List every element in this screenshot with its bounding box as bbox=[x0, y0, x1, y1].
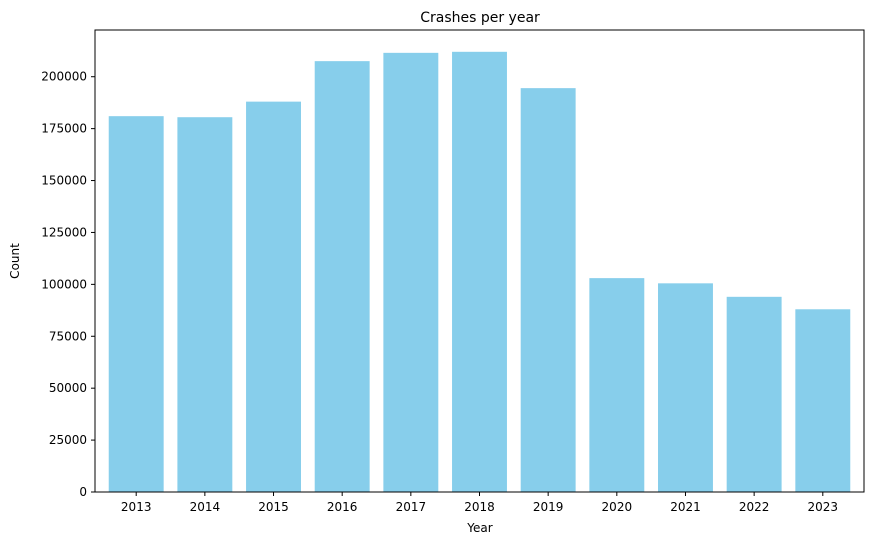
bar-2019 bbox=[520, 88, 576, 492]
x-tick-label: 2015 bbox=[258, 500, 289, 514]
bar-2014 bbox=[177, 117, 233, 493]
x-tick-label: 2023 bbox=[808, 500, 839, 514]
y-axis-label: Count bbox=[8, 243, 22, 279]
x-tick-label: 2014 bbox=[190, 500, 221, 514]
bar-2017 bbox=[383, 52, 439, 492]
bar-2016 bbox=[314, 61, 370, 493]
bars-group bbox=[108, 51, 851, 493]
chart-title: Crashes per year bbox=[420, 10, 540, 26]
y-tick-label: 200000 bbox=[41, 70, 87, 84]
x-tick-label: 2022 bbox=[739, 500, 770, 514]
y-tick-label: 125000 bbox=[41, 225, 87, 239]
x-tick-label: 2020 bbox=[602, 500, 633, 514]
plot-frame bbox=[94, 29, 865, 493]
y-axis-ticks: 0 25000 50000 75000 100000 125000 150000 175000… bbox=[41, 70, 95, 499]
bar-2015 bbox=[246, 101, 301, 492]
y-tick-label: 50000 bbox=[49, 381, 87, 395]
bar-2020 bbox=[589, 278, 645, 492]
bar-2023 bbox=[795, 309, 851, 492]
y-tick-label: 25000 bbox=[49, 433, 87, 447]
y-tick-label: 100000 bbox=[41, 277, 87, 291]
bar-2021 bbox=[658, 283, 713, 492]
bar-2018 bbox=[452, 51, 507, 492]
x-axis-ticks: 2013 2014 2015 2016 2017 2018 2019 2020 2021 2022… bbox=[121, 492, 838, 514]
x-tick-label: 2016 bbox=[327, 500, 358, 514]
y-tick-label: 175000 bbox=[41, 122, 87, 136]
x-tick-label: 2017 bbox=[396, 500, 427, 514]
bar-2022 bbox=[726, 296, 782, 492]
x-tick-label: 2021 bbox=[670, 500, 701, 514]
y-tick-label: 150000 bbox=[41, 174, 87, 188]
y-tick-label: 75000 bbox=[49, 329, 87, 343]
x-axis-label: Year bbox=[466, 521, 492, 535]
bar-2013 bbox=[108, 116, 164, 493]
y-tick-label: 0 bbox=[79, 485, 87, 499]
x-tick-label: 2019 bbox=[533, 500, 564, 514]
x-tick-label: 2018 bbox=[464, 500, 495, 514]
x-tick-label: 2013 bbox=[121, 500, 152, 514]
